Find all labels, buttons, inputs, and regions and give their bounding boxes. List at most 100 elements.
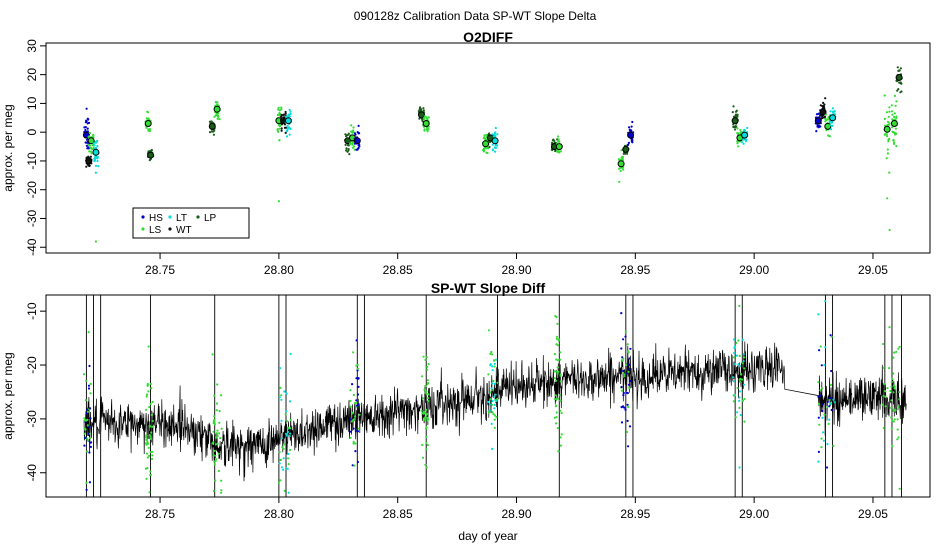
slope-diff-cal-point <box>282 447 285 450</box>
o2diff-point <box>288 113 291 116</box>
o2diff-point <box>631 141 634 144</box>
o2diff-cluster-mean <box>741 131 749 139</box>
slope-diff-cal-point <box>493 418 496 421</box>
o2diff-point <box>488 132 491 135</box>
slope-diff-cal-point <box>424 385 427 388</box>
slope-diff-cal-point <box>354 450 357 453</box>
slope-diff-cal-point <box>88 426 91 429</box>
slope-diff-cal-point <box>218 504 220 506</box>
o2diff-point <box>899 91 902 94</box>
slope-diff-cal-point <box>352 442 355 445</box>
o2diff-point <box>896 89 899 92</box>
slope-diff-cal-point <box>85 412 88 415</box>
o2diff-point <box>821 116 824 119</box>
slope-diff-cal-point <box>739 413 743 417</box>
o2diff-point <box>831 107 835 110</box>
slope-diff-cal-point <box>285 410 288 413</box>
o2diff-cluster-mean <box>731 117 739 125</box>
o2diff-point <box>351 141 355 144</box>
o2diff-point <box>735 115 738 118</box>
o2diff-point <box>427 116 430 119</box>
o2diff-point <box>214 100 217 104</box>
o2diff-point <box>746 126 749 130</box>
slope-diff-cal-point <box>491 411 494 414</box>
slope-diff-cal-point <box>214 443 217 446</box>
o2diff-point <box>483 134 486 137</box>
o2diff-point <box>733 128 737 131</box>
slope-diff-cal-point <box>349 405 352 408</box>
slope-diff-cal-point <box>553 377 556 380</box>
o2diff-xtick-label: 28.85 <box>383 263 413 277</box>
slope-diff-cal-point <box>85 481 88 484</box>
slope-diff-cal-point <box>817 313 820 316</box>
o2diff-point <box>897 69 900 72</box>
o2diff-point <box>823 116 827 119</box>
slope-diff-cal-point <box>732 400 736 403</box>
o2diff-ytick-label: -20 <box>25 181 39 199</box>
slope-diff-cal-point <box>147 390 150 393</box>
o2diff-point <box>146 111 150 114</box>
slope-diff-cal-point <box>555 315 558 319</box>
slope-diff-cal-point <box>817 460 820 463</box>
o2diff-point <box>895 116 898 120</box>
slope-diff-cal-point <box>286 430 289 434</box>
slope-diff-cal-point <box>820 403 824 406</box>
slope-diff-cal-point <box>351 412 354 415</box>
slope-diff-cal-point <box>87 384 91 387</box>
o2diff-point <box>742 138 745 141</box>
slope-diff-cal-point <box>820 437 823 440</box>
slope-diff-cal-point <box>280 466 283 469</box>
o2diff-cluster-mean <box>814 117 822 125</box>
slope-diff-cal-point <box>738 304 741 307</box>
slope-diff-cal-point <box>214 454 217 457</box>
slope-diff-cal-point <box>148 434 151 437</box>
slope-diff-cal-point <box>147 442 150 445</box>
o2diff-point <box>815 113 819 116</box>
o2diff-point <box>285 135 289 138</box>
slope-diff-cal-point <box>355 377 358 380</box>
slope-diff-xtick-label: 29.00 <box>739 507 769 521</box>
slope-diff-cal-point <box>742 360 745 363</box>
slope-diff-cal-point <box>629 379 632 383</box>
slope-diff-cal-point <box>738 406 741 409</box>
slope-diff-cal-point <box>357 377 360 380</box>
slope-diff-cal-point <box>621 359 624 362</box>
legend-label-lt: LT <box>176 213 187 224</box>
o2diff-point <box>216 114 219 117</box>
slope-diff-cal-point <box>891 445 894 448</box>
o2diff-point <box>556 138 559 141</box>
slope-diff-cal-point <box>881 403 884 406</box>
o2diff-point <box>93 144 96 147</box>
o2diff-point <box>494 126 497 130</box>
slope-diff-cal-point <box>289 432 292 435</box>
slope-diff-cal-point <box>627 445 630 448</box>
slope-diff-cal-point <box>87 432 90 435</box>
o2diff-point <box>208 131 212 134</box>
slope-diff-cal-point <box>149 437 152 440</box>
slope-diff-cal-point <box>286 420 289 423</box>
o2diff-point <box>740 131 743 134</box>
legend-label-lp: LP <box>204 213 217 224</box>
slope-diff-xtick-label: 28.90 <box>502 507 532 521</box>
o2diff-cluster-mean <box>555 143 563 151</box>
slope-diff-cal-point <box>741 378 744 381</box>
slope-diff-cal-point <box>420 409 423 412</box>
slope-diff-cal-point <box>820 364 823 367</box>
slope-diff-cal-point <box>83 373 86 376</box>
slope-diff-cal-point <box>86 437 89 440</box>
o2diff-point <box>278 139 281 142</box>
slope-diff-cal-point <box>620 389 624 392</box>
slope-diff-cal-point <box>888 326 891 329</box>
slope-diff-cal-point <box>354 415 357 418</box>
slope-diff-cal-point <box>85 408 89 411</box>
o2diff-point <box>212 133 215 136</box>
slope-diff-plot-area <box>83 295 907 506</box>
slope-diff-cal-point <box>281 446 284 449</box>
slope-diff-cal-point <box>628 363 631 366</box>
o2diff-cluster-mean <box>895 74 903 81</box>
slope-diff-cal-point <box>559 351 562 354</box>
o2diff-point <box>630 125 633 128</box>
slope-diff-cal-point <box>829 402 833 405</box>
slope-diff-cal-point <box>488 409 491 412</box>
slope-diff-cal-point <box>897 406 900 409</box>
